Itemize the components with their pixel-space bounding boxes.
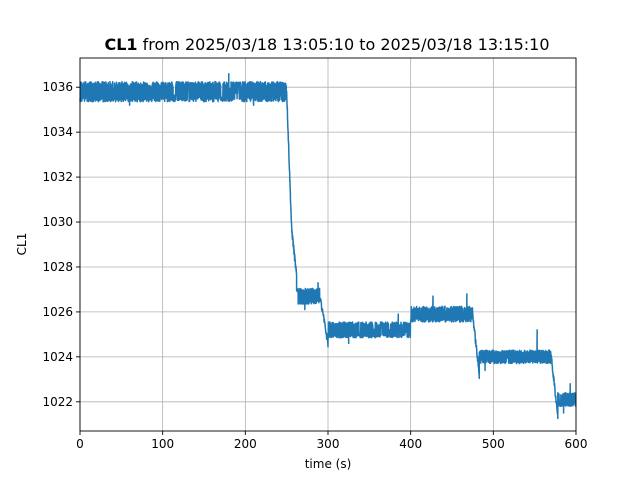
x-tick-label: 300 xyxy=(317,437,340,451)
y-tick-label: 1034 xyxy=(42,125,73,139)
grid-lines xyxy=(79,58,577,431)
axis-ticks: 0 100 200 300 400 500 600 1022 1024 1026 1028 1030 1… xyxy=(42,80,587,451)
x-tick-label: 100 xyxy=(151,437,174,451)
y-axis-label: CL1 xyxy=(15,233,29,256)
y-tick-label: 1032 xyxy=(42,170,73,184)
x-tick-label: 400 xyxy=(399,437,422,451)
y-tick-label: 1026 xyxy=(42,305,73,319)
x-tick-label: 200 xyxy=(234,437,257,451)
y-tick-label: 1030 xyxy=(42,215,73,229)
y-tick-label: 1022 xyxy=(42,395,73,409)
chart-title: CL1 from 2025/03/18 13:05:10 to 2025/03/… xyxy=(104,35,549,54)
chart-title-rest: from 2025/03/18 13:05:10 to 2025/03/18 1… xyxy=(138,35,550,54)
chart-title-bold: CL1 xyxy=(104,35,137,54)
x-axis-label: time (s) xyxy=(305,457,352,471)
series-line xyxy=(79,72,577,420)
y-tick-label: 1024 xyxy=(42,350,73,364)
y-tick-label: 1036 xyxy=(42,80,73,94)
y-tick-label: 1028 xyxy=(42,260,73,274)
x-tick-label: 0 xyxy=(76,437,84,451)
data-layer xyxy=(79,72,577,420)
x-tick-label: 500 xyxy=(482,437,505,451)
x-tick-label: 600 xyxy=(565,437,588,451)
